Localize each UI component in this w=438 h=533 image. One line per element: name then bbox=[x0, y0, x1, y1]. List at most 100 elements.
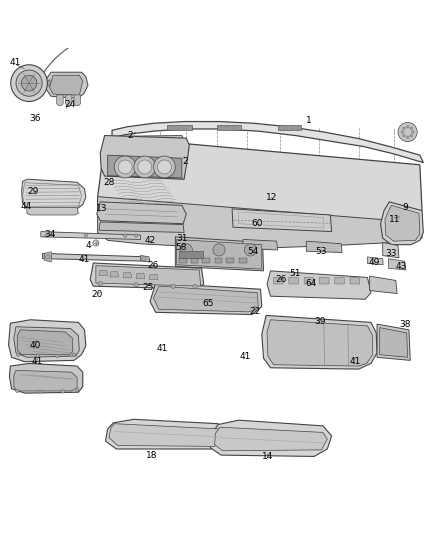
Bar bbox=[179, 258, 187, 263]
Circle shape bbox=[75, 388, 79, 391]
Circle shape bbox=[36, 354, 39, 357]
Circle shape bbox=[410, 127, 413, 130]
Text: 18: 18 bbox=[146, 451, 157, 460]
Text: 38: 38 bbox=[399, 320, 410, 329]
Text: 53: 53 bbox=[315, 247, 327, 256]
Polygon shape bbox=[109, 424, 223, 446]
Circle shape bbox=[406, 136, 409, 139]
Text: 41: 41 bbox=[78, 255, 90, 264]
Polygon shape bbox=[389, 259, 406, 270]
Text: 58: 58 bbox=[175, 243, 187, 252]
Text: 2: 2 bbox=[182, 157, 187, 166]
Polygon shape bbox=[262, 316, 377, 369]
Polygon shape bbox=[136, 273, 145, 279]
Circle shape bbox=[134, 282, 138, 287]
Polygon shape bbox=[175, 237, 264, 271]
Polygon shape bbox=[97, 202, 186, 224]
Polygon shape bbox=[267, 271, 371, 299]
Polygon shape bbox=[110, 272, 119, 277]
Circle shape bbox=[46, 255, 50, 259]
Polygon shape bbox=[96, 265, 201, 286]
Polygon shape bbox=[74, 95, 81, 106]
Polygon shape bbox=[17, 330, 73, 354]
Text: 28: 28 bbox=[103, 177, 115, 187]
Text: 24: 24 bbox=[64, 100, 75, 109]
Text: 65: 65 bbox=[203, 299, 214, 308]
Text: 4: 4 bbox=[86, 241, 92, 250]
Text: 60: 60 bbox=[252, 219, 263, 228]
Polygon shape bbox=[150, 283, 262, 314]
Polygon shape bbox=[377, 324, 410, 360]
Polygon shape bbox=[278, 125, 300, 130]
Circle shape bbox=[114, 156, 136, 178]
Bar bbox=[239, 258, 247, 263]
Polygon shape bbox=[215, 427, 327, 451]
Polygon shape bbox=[350, 277, 360, 284]
Polygon shape bbox=[99, 222, 184, 232]
Text: 49: 49 bbox=[368, 257, 380, 266]
Circle shape bbox=[45, 234, 48, 237]
Circle shape bbox=[56, 354, 59, 358]
Text: 51: 51 bbox=[289, 269, 300, 278]
Text: 14: 14 bbox=[262, 452, 273, 461]
Polygon shape bbox=[149, 274, 158, 280]
Text: 41: 41 bbox=[10, 58, 21, 67]
Text: 44: 44 bbox=[20, 202, 32, 211]
Polygon shape bbox=[21, 179, 86, 209]
Bar bbox=[202, 258, 210, 263]
Polygon shape bbox=[289, 277, 298, 284]
Text: 64: 64 bbox=[305, 279, 316, 288]
Polygon shape bbox=[9, 320, 86, 362]
Polygon shape bbox=[108, 155, 182, 178]
Text: 41: 41 bbox=[31, 357, 42, 366]
Circle shape bbox=[124, 234, 127, 237]
Circle shape bbox=[193, 285, 197, 289]
Polygon shape bbox=[49, 75, 83, 95]
Polygon shape bbox=[335, 277, 344, 284]
Text: 12: 12 bbox=[266, 193, 278, 202]
Circle shape bbox=[98, 281, 102, 286]
Polygon shape bbox=[46, 72, 88, 99]
Polygon shape bbox=[319, 277, 329, 284]
Polygon shape bbox=[210, 420, 332, 456]
Polygon shape bbox=[44, 252, 51, 262]
Text: 54: 54 bbox=[247, 247, 259, 256]
Text: 39: 39 bbox=[314, 317, 326, 326]
Polygon shape bbox=[42, 253, 150, 261]
Polygon shape bbox=[267, 320, 373, 366]
Polygon shape bbox=[274, 277, 283, 284]
Circle shape bbox=[21, 75, 37, 91]
Polygon shape bbox=[304, 277, 314, 284]
Circle shape bbox=[398, 123, 417, 142]
Polygon shape bbox=[370, 276, 397, 294]
Circle shape bbox=[412, 131, 414, 133]
Polygon shape bbox=[306, 241, 342, 253]
Circle shape bbox=[16, 70, 42, 96]
Circle shape bbox=[171, 284, 175, 288]
Text: 9: 9 bbox=[403, 203, 408, 212]
Circle shape bbox=[118, 160, 132, 174]
Polygon shape bbox=[100, 135, 189, 179]
Polygon shape bbox=[177, 239, 262, 269]
Text: 26: 26 bbox=[275, 275, 286, 284]
Polygon shape bbox=[153, 286, 258, 312]
Polygon shape bbox=[65, 95, 72, 106]
Text: 11: 11 bbox=[389, 215, 401, 224]
Bar bbox=[215, 258, 223, 263]
Polygon shape bbox=[166, 125, 192, 130]
Polygon shape bbox=[381, 202, 424, 245]
Polygon shape bbox=[14, 370, 77, 391]
Polygon shape bbox=[141, 255, 149, 262]
Polygon shape bbox=[90, 263, 204, 289]
Text: 41: 41 bbox=[240, 352, 251, 361]
Circle shape bbox=[157, 160, 171, 174]
Circle shape bbox=[244, 244, 257, 256]
Polygon shape bbox=[380, 328, 408, 357]
Polygon shape bbox=[106, 419, 229, 449]
Polygon shape bbox=[385, 205, 420, 241]
Polygon shape bbox=[10, 364, 83, 393]
Polygon shape bbox=[57, 95, 63, 106]
Text: 40: 40 bbox=[29, 341, 40, 350]
Circle shape bbox=[142, 256, 146, 261]
Polygon shape bbox=[105, 135, 187, 179]
